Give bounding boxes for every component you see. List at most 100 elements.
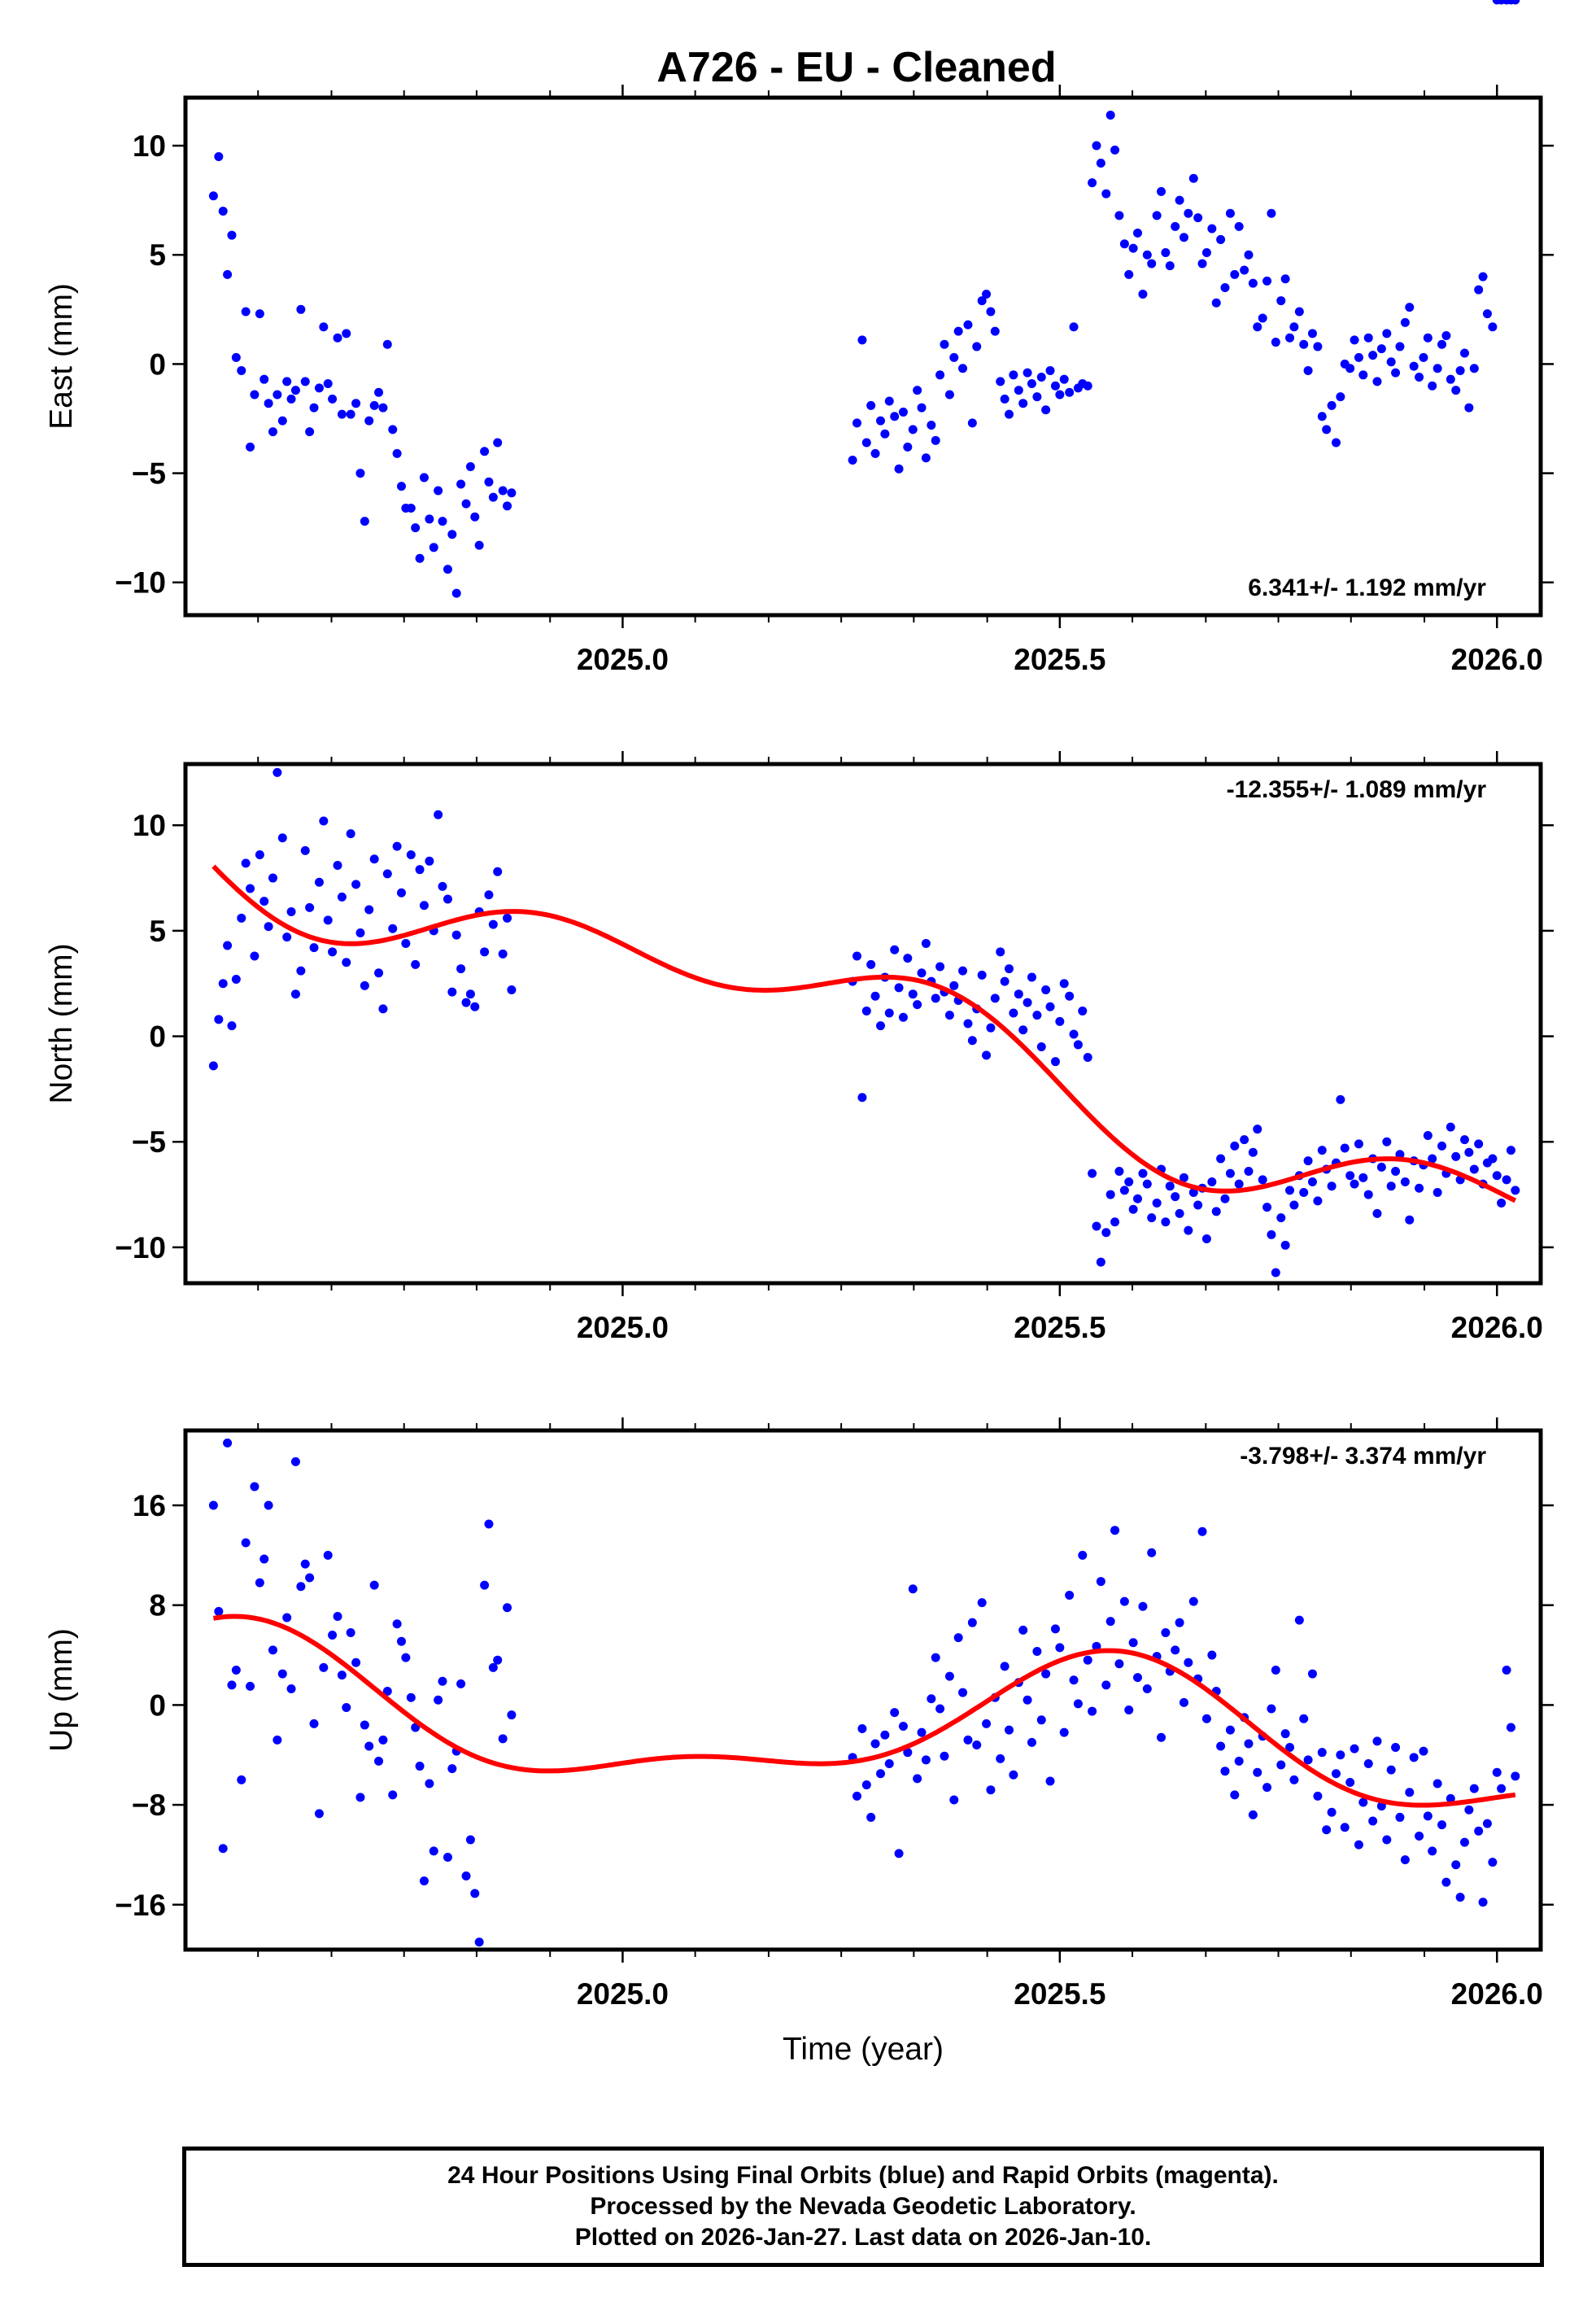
- panel-up: 16 8 0 −8 −16 2025.0 2025.5 2026.0 Up (mm) -3.798…: [44, 1417, 1554, 2067]
- data-point: [1179, 1173, 1188, 1182]
- data-point: [255, 850, 264, 860]
- data-point: [958, 364, 968, 373]
- data-point: [940, 1751, 949, 1761]
- data-point: [990, 994, 1000, 1003]
- data-point: [1114, 1659, 1124, 1669]
- data-point: [314, 877, 324, 887]
- data-point: [296, 1582, 306, 1592]
- data-point: [1423, 333, 1432, 343]
- data-point: [898, 1012, 908, 1022]
- data-point: [1132, 228, 1142, 238]
- data-point: [309, 403, 319, 413]
- data-point: [503, 913, 512, 923]
- data-point: [259, 374, 269, 384]
- data-point: [931, 994, 940, 1003]
- data-point: [1322, 425, 1332, 435]
- data-point: [1009, 1770, 1018, 1780]
- data-point: [461, 499, 471, 509]
- data-point: [1132, 1673, 1142, 1683]
- x-tick-label: 2026.0: [1451, 643, 1543, 676]
- data-point: [967, 418, 977, 428]
- data-point: [1225, 1725, 1235, 1735]
- data-point: [237, 1775, 246, 1784]
- data-point: [1299, 1714, 1309, 1723]
- data-point: [1142, 250, 1152, 260]
- data-point: [1469, 1164, 1479, 1174]
- data-point: [227, 1680, 237, 1690]
- data-point: [1092, 1221, 1101, 1231]
- data-point: [396, 1636, 406, 1646]
- data-point: [1000, 394, 1009, 404]
- data-point: [996, 947, 1005, 957]
- data-point: [1488, 1154, 1498, 1164]
- data-point: [917, 968, 927, 978]
- data-point: [852, 951, 861, 961]
- data-point: [898, 407, 908, 417]
- data-point: [1354, 1840, 1363, 1850]
- data-point: [903, 1748, 913, 1758]
- data-point: [1069, 1675, 1079, 1685]
- data-point: [351, 399, 361, 408]
- data-point: [1216, 1154, 1226, 1164]
- data-point: [1165, 261, 1175, 271]
- footer-line-3: Plotted on 2026-Jan-27. Last data on 202…: [574, 2224, 1152, 2251]
- data-point: [474, 540, 484, 550]
- data-point: [884, 396, 894, 406]
- data-point: [443, 1853, 452, 1863]
- data-point: [451, 930, 461, 940]
- data-point: [503, 501, 512, 511]
- y-tick-label: −10: [115, 1231, 166, 1264]
- data-point: [1511, 1186, 1520, 1195]
- data-point: [931, 1653, 940, 1662]
- panel-east: 10 5 0 −5 −10 2025.0 2025.5 2026.0 East (mm) 6.34…: [44, 0, 1554, 676]
- data-point: [333, 1612, 342, 1622]
- data-point: [1216, 1741, 1226, 1751]
- data-point: [1114, 211, 1124, 221]
- data-point: [1368, 1816, 1378, 1826]
- data-point: [277, 416, 287, 426]
- data-point: [1376, 1162, 1386, 1172]
- data-point: [1428, 1846, 1437, 1856]
- data-point: [963, 320, 973, 330]
- data-point: [875, 1021, 885, 1031]
- rate-annotation: -12.355+/- 1.089 mm/yr: [1227, 776, 1487, 803]
- data-point: [401, 938, 411, 948]
- data-point: [406, 504, 416, 513]
- data-point: [1382, 1835, 1392, 1845]
- data-point: [1451, 1151, 1461, 1161]
- data-point: [214, 1015, 224, 1024]
- data-point: [1000, 976, 1009, 986]
- data-point: [1128, 1638, 1138, 1648]
- data-point: [996, 1754, 1005, 1763]
- data-point: [507, 488, 517, 498]
- data-point: [870, 991, 880, 1001]
- data-point: [465, 462, 475, 472]
- data-point: [857, 1093, 867, 1103]
- data-point: [1368, 351, 1378, 360]
- data-point: [360, 980, 369, 990]
- data-point: [1474, 1139, 1484, 1149]
- data-point: [493, 867, 503, 876]
- data-point: [241, 1538, 251, 1548]
- data-point: [337, 1671, 347, 1680]
- data-point: [1276, 296, 1286, 306]
- data-point: [314, 383, 324, 393]
- data-point: [264, 399, 273, 408]
- data-point: [931, 435, 940, 445]
- data-point: [1207, 1650, 1217, 1660]
- data-point: [1059, 374, 1069, 384]
- data-point: [1230, 1141, 1240, 1151]
- data-point: [972, 1740, 982, 1749]
- data-point: [282, 932, 292, 942]
- plot-frame: [183, 95, 1543, 618]
- data-point: [360, 1720, 369, 1730]
- data-point: [1069, 1029, 1079, 1039]
- data-point: [218, 1844, 228, 1854]
- data-point: [1262, 1783, 1272, 1793]
- data-point: [493, 1655, 503, 1665]
- data-point: [963, 1019, 973, 1029]
- data-point: [425, 1779, 434, 1788]
- data-point: [1132, 1194, 1142, 1203]
- data-point: [1000, 1662, 1009, 1671]
- data-point: [1441, 331, 1451, 341]
